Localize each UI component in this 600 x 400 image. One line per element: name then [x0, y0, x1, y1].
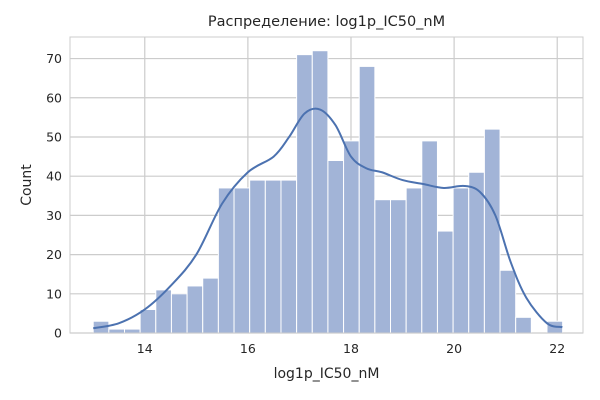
histogram-bar	[296, 54, 313, 334]
y-tick-label: 70	[46, 51, 62, 66]
histogram-bar	[515, 316, 532, 334]
y-tick-labels: 0 10 20 30 40 50 60 70	[46, 51, 62, 340]
x-tick-label: 18	[343, 341, 359, 356]
histogram-bar	[280, 179, 298, 334]
histogram-bar	[499, 269, 517, 334]
x-tick-labels: 14 16 18 20 22	[137, 341, 565, 356]
histogram-bar	[249, 179, 266, 334]
y-tick-label: 0	[54, 326, 62, 341]
x-tick-label: 14	[137, 341, 153, 356]
y-tick-label: 20	[46, 247, 62, 262]
histogram-bar	[311, 50, 329, 334]
histogram-bar	[390, 199, 407, 334]
x-tick-label: 20	[446, 341, 462, 356]
histogram-bar	[327, 159, 345, 334]
x-tick-label: 22	[549, 341, 565, 356]
y-tick-label: 50	[46, 129, 62, 144]
y-tick-label: 10	[46, 286, 62, 301]
histogram-bar	[405, 187, 423, 334]
histogram-bar	[217, 187, 235, 334]
chart-title: Распределение: log1p_IC50_nM	[208, 14, 445, 30]
histogram-bar	[186, 285, 204, 334]
histogram-bar	[155, 289, 172, 334]
y-axis-label: Count	[19, 164, 35, 206]
kde-line	[93, 107, 563, 330]
histogram-bar	[421, 140, 438, 334]
histogram-bar	[452, 187, 470, 334]
y-tick-label: 40	[46, 169, 62, 184]
histogram-bar	[264, 179, 282, 334]
histogram-bar	[483, 128, 501, 334]
histogram-bar	[468, 171, 485, 334]
histogram-bar	[139, 308, 157, 334]
histogram-bar	[108, 328, 125, 334]
histogram-bar	[233, 187, 251, 334]
histogram-bar	[123, 328, 141, 334]
histogram-bar	[436, 230, 454, 334]
histogram-bar	[358, 65, 376, 334]
x-axis-label: log1p_IC50_nM	[274, 366, 380, 382]
histogram-bar	[202, 277, 219, 334]
histogram-bar	[343, 140, 360, 334]
y-tick-label: 60	[46, 90, 62, 105]
plot-frame	[69, 36, 584, 334]
histogram-bar	[374, 199, 392, 334]
histogram-bar	[170, 293, 188, 334]
bars-group	[92, 50, 564, 334]
x-tick-label: 16	[240, 341, 256, 356]
y-tick-label: 30	[46, 208, 62, 223]
